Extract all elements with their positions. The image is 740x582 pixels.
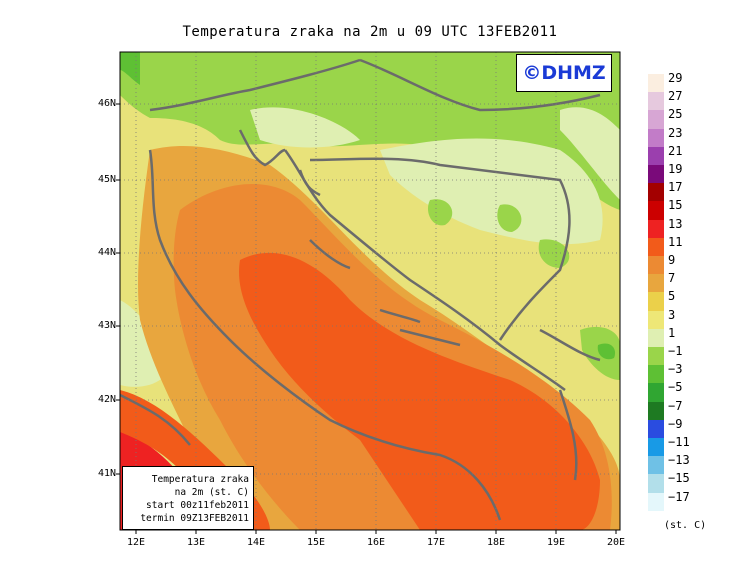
italy-coast	[120, 149, 502, 521]
field-cold-pale-3	[250, 107, 360, 148]
lat-label-46n: 46N	[97, 98, 116, 109]
legend-value: 23	[668, 125, 683, 140]
field-sea-hot	[239, 252, 600, 530]
legend-value: −9	[668, 416, 683, 431]
legend-value: −17	[668, 489, 690, 504]
coastlines	[120, 58, 601, 521]
legend-swatch	[648, 328, 664, 347]
lat-label-44n: 44N	[97, 247, 116, 258]
istria	[238, 129, 286, 167]
legend-swatch	[648, 219, 664, 238]
lon-label-19e: 19E	[546, 537, 566, 548]
islands	[298, 169, 461, 347]
legend-value: −15	[668, 471, 690, 486]
legend-swatch	[648, 128, 664, 147]
lon-label-16e: 16E	[366, 537, 386, 548]
lon-label-20e: 20E	[606, 537, 626, 548]
lon-label-13e: 13E	[186, 537, 206, 548]
map-title: Temperatura zraka na 2m u 09 UTC 13FEB20…	[182, 24, 558, 40]
legend-value: −1	[668, 344, 683, 358]
info-line-4: termin 09Z13FEB2011	[140, 513, 249, 524]
legend-swatch	[648, 237, 664, 256]
legend-swatch	[648, 92, 664, 111]
dhmz-logo: ©DHMZ	[516, 54, 612, 92]
legend-swatch	[648, 74, 664, 93]
lon-label-15e: 15E	[306, 537, 326, 548]
border-north	[149, 58, 601, 112]
info-line-2: na 2m (st. C)	[174, 487, 249, 498]
lon-label-14e: 14E	[246, 537, 266, 548]
legend-swatch	[648, 165, 664, 184]
legend-swatch	[648, 438, 664, 457]
legend-value: 3	[668, 307, 676, 322]
legend-swatch	[648, 365, 664, 384]
legend-value: −5	[668, 380, 683, 395]
legend-swatch	[648, 492, 664, 511]
lon-label-18e: 18E	[486, 537, 506, 548]
legend-value: −3	[668, 362, 683, 377]
lat-label-45n: 45N	[97, 174, 116, 185]
legend-value: −13	[668, 453, 690, 468]
lat-label-42n: 42N	[97, 394, 116, 405]
legend-swatch	[648, 419, 664, 438]
legend-value: −11	[668, 435, 690, 449]
legend-swatch	[648, 383, 664, 402]
info-line-1: Temperatura zraka	[151, 474, 249, 485]
legend-unit: (st. C)	[664, 520, 707, 531]
legend-value: 27	[668, 89, 683, 104]
info-box: Temperatura zraka na 2m (st. C) start 00…	[122, 466, 254, 530]
lat-label-41n: 41N	[97, 468, 116, 479]
legend-value: 5	[668, 289, 676, 304]
legend-value: 25	[668, 107, 683, 122]
legend-value: 11	[668, 234, 683, 249]
legend-value: 15	[668, 198, 683, 213]
legend-value: 29	[668, 71, 683, 85]
field-cold-pale-2	[560, 107, 620, 200]
croatia-coast	[283, 149, 566, 392]
legend-value: −7	[668, 398, 683, 413]
lat-label-43n: 43N	[97, 320, 116, 331]
legend-swatch	[648, 256, 664, 275]
info-line-3: start 00z11feb2011	[146, 500, 249, 511]
legend-swatch	[648, 110, 664, 129]
legend-swatch	[648, 292, 664, 311]
legend-swatch	[648, 401, 664, 420]
legend-swatch	[648, 183, 664, 202]
legend-swatch	[648, 474, 664, 493]
legend-swatch	[648, 456, 664, 475]
legend-value: 17	[668, 180, 683, 195]
graticule	[120, 52, 620, 530]
legend-swatch	[648, 347, 664, 366]
border-bosnia	[309, 157, 571, 341]
legend-swatch	[648, 310, 664, 329]
field-cold-north-deep	[120, 52, 140, 85]
legend-value: 7	[668, 271, 676, 286]
color-legend: 29 27 25 23 21 19 17 15 13 11 9 7 5 3 1 −1 −3 −5 −7 −9 −11 −1…	[648, 71, 738, 514]
lon-label-17e: 17E	[426, 537, 446, 548]
legend-value: 19	[668, 162, 683, 176]
legend-value: 9	[668, 253, 676, 267]
legend-swatch	[648, 201, 664, 220]
legend-value: 1	[668, 325, 676, 340]
legend-swatch	[648, 274, 664, 293]
map-frame	[119, 51, 621, 531]
border-montenegro	[539, 328, 601, 481]
legend-value: 21	[668, 143, 683, 158]
legend-value: 13	[668, 216, 683, 231]
legend-swatch	[648, 146, 664, 165]
lon-label-12e: 12E	[126, 537, 146, 548]
